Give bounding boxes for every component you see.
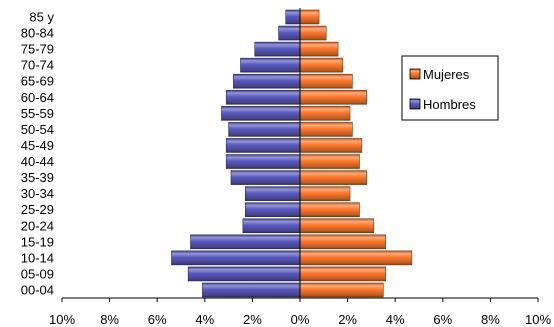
x-tick-label: 8% <box>481 312 500 327</box>
bar-mujeres-00-04 <box>299 282 384 298</box>
bar-hombres-40-44 <box>225 154 301 169</box>
y-tick-label: 25-29 <box>21 202 54 217</box>
x-tick-label: 8% <box>100 312 119 327</box>
bar-mujeres-65-69 <box>299 73 353 89</box>
x-tick-label: 6% <box>148 312 167 327</box>
bar-hombres-55-59 <box>221 106 301 121</box>
y-tick-label: 80-84 <box>21 26 54 41</box>
bar-hombres-15-19 <box>190 234 301 250</box>
y-tick-label: 15-19 <box>21 234 54 249</box>
bar-hombres-80-84 <box>278 25 301 41</box>
bars-layer <box>171 9 413 298</box>
bar-mujeres-80-84 <box>299 25 327 41</box>
legend-label-hombres: Hombres <box>423 97 476 112</box>
y-tick-label: 45-49 <box>21 138 54 153</box>
bar-hombres-70-74 <box>240 57 301 73</box>
legend-swatch-mujeres <box>409 68 421 80</box>
bar-mujeres-35-39 <box>299 170 367 185</box>
x-tick-label: 2% <box>338 312 357 327</box>
y-tick-label: 05-09 <box>21 266 54 281</box>
bar-hombres-00-04 <box>202 282 301 298</box>
y-tick-label: 20-24 <box>21 218 54 233</box>
bar-hombres-35-39 <box>230 170 301 185</box>
y-tick-label: 50-54 <box>21 122 54 137</box>
bar-hombres-60-64 <box>225 89 301 105</box>
legend-label-mujeres: Mujeres <box>423 67 470 82</box>
x-tick-label: 4% <box>195 312 214 327</box>
y-tick-label: 30-34 <box>21 186 54 201</box>
x-tick-label: 4% <box>386 312 405 327</box>
bar-mujeres-05-09 <box>299 266 386 282</box>
legend-swatch-hombres <box>409 98 421 110</box>
bar-mujeres-10-14 <box>299 250 413 266</box>
bar-hombres-50-54 <box>228 122 301 137</box>
x-tick-label: 0% <box>291 312 310 327</box>
y-tick-label: 60-64 <box>21 90 54 105</box>
bar-hombres-30-34 <box>244 186 301 201</box>
bar-mujeres-60-64 <box>299 89 367 105</box>
bar-hombres-25-29 <box>244 202 301 218</box>
bar-mujeres-15-19 <box>299 234 386 250</box>
bar-mujeres-30-34 <box>299 186 351 201</box>
y-tick-label: 65-69 <box>21 74 54 89</box>
bar-hombres-05-09 <box>187 266 301 282</box>
bar-hombres-45-49 <box>225 138 301 153</box>
bar-mujeres-20-24 <box>299 218 375 234</box>
y-tick-label: 70-74 <box>21 58 54 73</box>
y-tick-label: 75-79 <box>21 42 54 57</box>
bar-hombres-20-24 <box>242 218 301 234</box>
y-axis-labels: 00-04 05-0910-1415-1920-2425-2930-3435-39… <box>21 10 55 298</box>
x-tick-label: 10% <box>525 312 551 327</box>
bar-hombres-75-79 <box>254 41 301 57</box>
y-tick-label: 35-39 <box>21 170 54 185</box>
legend: Mujeres Hombres <box>401 55 499 121</box>
y-tick-label: 40-44 <box>21 154 54 169</box>
bar-mujeres-45-49 <box>299 138 363 153</box>
x-axis: 10% 8% 6% 4% 2% 0% 2% 4% 6% 8% 10% <box>49 8 551 327</box>
bar-mujeres-85y <box>299 9 320 25</box>
y-tick-label: 55-59 <box>21 106 54 121</box>
bar-hombres-85y <box>285 9 301 25</box>
y-tick-label: 10-14 <box>21 250 54 265</box>
x-tick-label: 10% <box>49 312 75 327</box>
bar-mujeres-25-29 <box>299 202 360 218</box>
bar-mujeres-55-59 <box>299 106 351 121</box>
bar-mujeres-40-44 <box>299 154 360 169</box>
x-tick-label: 2% <box>243 312 262 327</box>
bar-mujeres-75-79 <box>299 41 339 57</box>
x-tick-label: 6% <box>433 312 452 327</box>
bar-mujeres-50-54 <box>299 122 353 137</box>
y-tick-label: 00-04 <box>21 283 54 298</box>
y-tick-label: 85 y <box>29 10 54 25</box>
bar-hombres-10-14 <box>171 250 301 266</box>
bar-mujeres-70-74 <box>299 57 344 73</box>
bar-hombres-65-69 <box>233 73 301 89</box>
